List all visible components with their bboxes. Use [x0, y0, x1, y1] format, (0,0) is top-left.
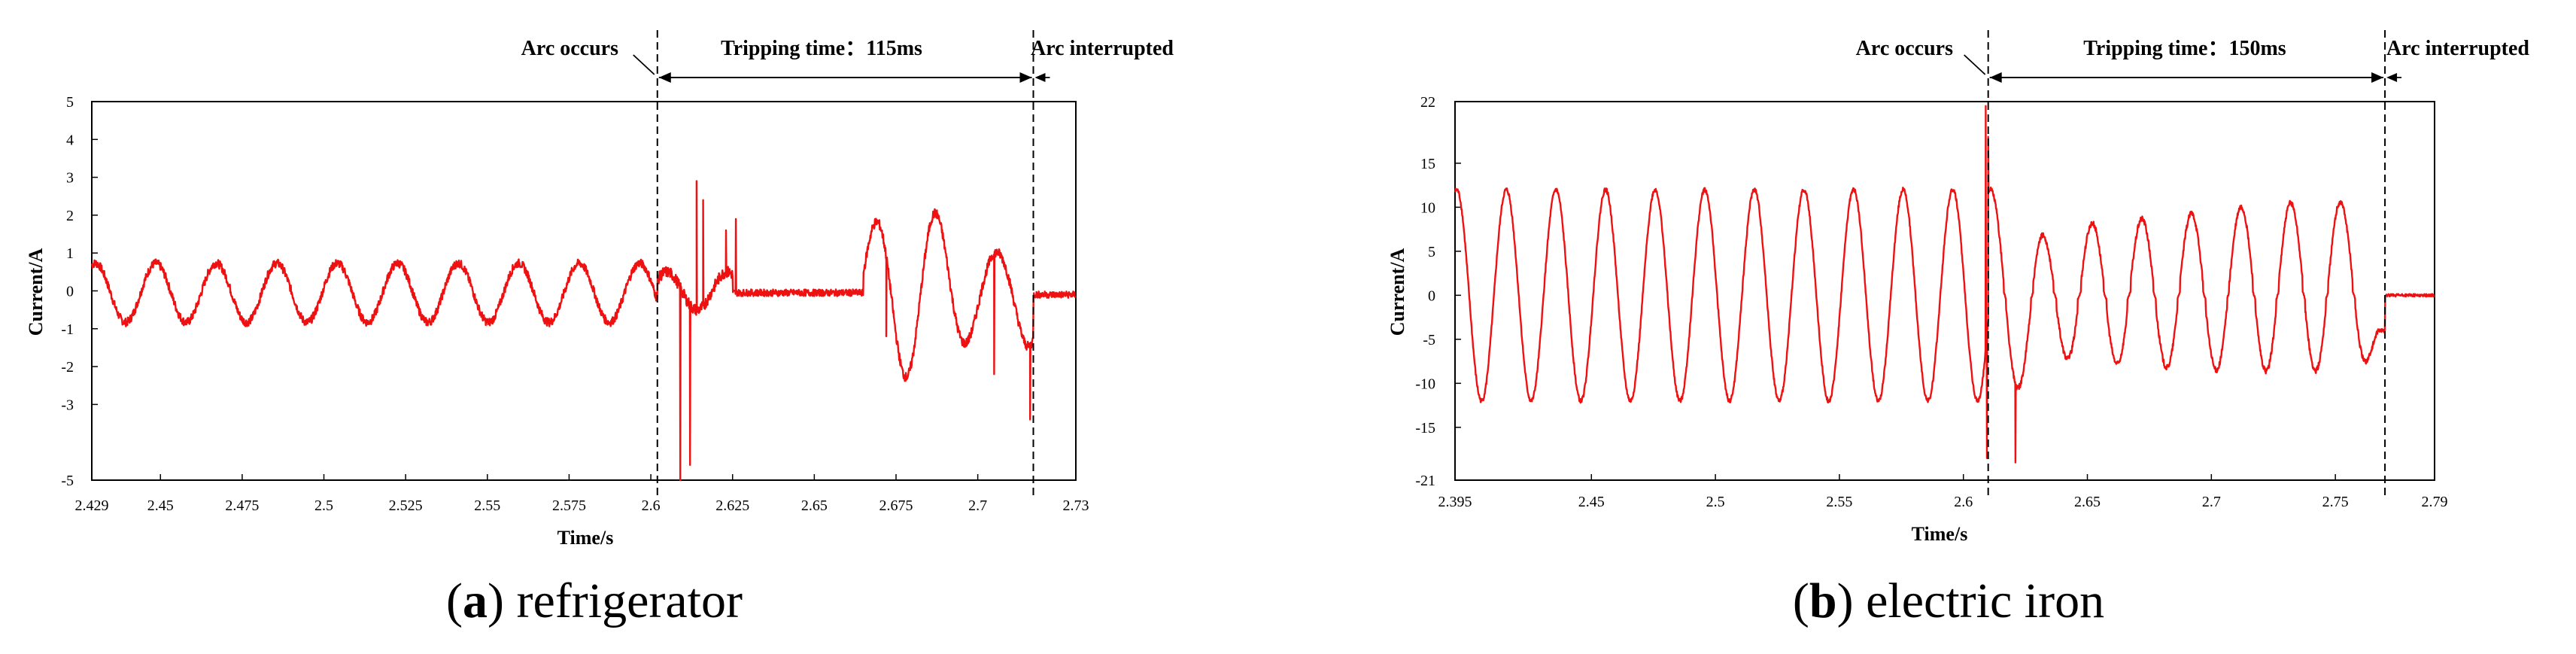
x-tick-label: 2.429 — [75, 497, 109, 514]
y-tick-label: 10 — [1420, 199, 1435, 216]
y-tick-label: -5 — [1423, 332, 1435, 348]
arc-occurs-pointer — [633, 54, 655, 75]
x-tick-label: 2.675 — [879, 497, 913, 514]
x-tick-label: 2.525 — [389, 497, 423, 514]
caption-b: (b) electric iron — [1793, 573, 2104, 628]
caption-text-a: refrigerator — [517, 573, 743, 628]
y-tick-label: 5 — [66, 94, 74, 111]
y-tick-label: 4 — [66, 132, 74, 148]
y-tick-label: -21 — [1415, 473, 1435, 489]
current-series-line — [1454, 105, 2435, 464]
arc-interrupted-label-b: Arc interrupted — [2386, 37, 2529, 60]
x-axis-title-a: Time/s — [557, 527, 614, 549]
x-tick-label: 2.45 — [1578, 494, 1605, 510]
y-tick-label: 15 — [1420, 156, 1435, 172]
x-tick-labels-a: 2.429 2.45 2.475 2.5 2.525 2.55 2.575 2.6 2.625 2… — [75, 474, 1089, 514]
y-tick-label: 1 — [66, 245, 74, 262]
arc-occurs-label-b: Arc occurs — [1856, 37, 1953, 60]
y-tick-label: -2 — [61, 359, 74, 376]
tripping-time-label-b: Tripping time：150ms — [2083, 37, 2286, 60]
arc-interrupted-label-a: Arc interrupted — [1031, 37, 1174, 60]
arc-occurs-label-a: Arc occurs — [521, 37, 618, 60]
x-tick-label: 2.79 — [2422, 494, 2448, 510]
x-tick-label: 2.5 — [1706, 494, 1725, 510]
y-tick-label: 3 — [66, 170, 74, 187]
arc-occurs-pointer — [1964, 54, 1986, 75]
y-tick-label: -5 — [61, 473, 74, 489]
x-tick-label: 2.395 — [1438, 494, 1472, 510]
y-tick-label: 5 — [1428, 244, 1435, 260]
event-markers-b — [1964, 30, 2402, 495]
caption-letter-a: a — [463, 573, 488, 628]
x-tick-label: 2.575 — [552, 497, 586, 514]
x-tick-label: 2.6 — [642, 497, 661, 514]
current-series-line — [90, 180, 1077, 482]
event-markers-a — [633, 30, 1050, 495]
x-tick-label: 2.6 — [1954, 494, 1973, 510]
x-tick-label: 2.73 — [1063, 497, 1089, 514]
y-tick-label: -15 — [1415, 420, 1435, 437]
caption-a: (a) refrigerator — [446, 573, 743, 628]
current-trace-a — [90, 180, 1077, 482]
y-tick-label: 0 — [1428, 287, 1435, 304]
current-trace-b — [1454, 105, 2435, 464]
tripping-time-label-a: Tripping time：115ms — [721, 37, 922, 60]
y-tick-label: 2 — [66, 208, 74, 224]
x-tick-label: 2.55 — [1826, 494, 1852, 510]
arrow-head-right — [2371, 72, 2384, 83]
y-axis-title-a: Current/A — [25, 248, 47, 336]
x-tick-label: 2.65 — [801, 497, 828, 514]
y-tick-labels-b: 22 15 10 5 0 -5 -10 -15 -21 — [1415, 94, 1461, 489]
x-tick-label: 2.5 — [314, 497, 333, 514]
x-tick-label: 2.55 — [474, 497, 500, 514]
caption-text-b: electric iron — [1866, 573, 2104, 628]
x-axis-title-b: Time/s — [1912, 523, 1968, 545]
x-tick-label: 2.475 — [225, 497, 259, 514]
x-tick-label: 2.7 — [968, 497, 987, 514]
arrow-head-left — [658, 72, 671, 83]
arc-interrupted-pointer-head — [2386, 73, 2398, 82]
x-tick-label: 2.75 — [2322, 494, 2349, 510]
arrow-head-left — [1989, 72, 2002, 83]
y-tick-label: 0 — [66, 284, 74, 300]
x-tick-labels-b: 2.395 2.45 2.5 2.55 2.6 2.65 2.7 2.75 2.79 — [1438, 474, 2448, 510]
x-tick-label: 2.65 — [2074, 494, 2101, 510]
y-tick-label: 22 — [1420, 94, 1435, 111]
plot-frame-a — [91, 101, 1077, 481]
y-axis-title-b: Current/A — [1387, 248, 1408, 336]
arc-interrupted-pointer-head — [1034, 73, 1046, 82]
plot-frame-b — [1454, 101, 2435, 481]
panel-refrigerator: 5 4 3 2 1 0 -1 -2 -3 -5 2.429 2.45 2.475 2.5 2.525 2.5… — [25, 30, 1174, 628]
y-tick-label: -10 — [1415, 376, 1435, 392]
caption-letter-b: b — [1809, 573, 1837, 628]
y-tick-label: -3 — [61, 397, 74, 413]
arrow-head-right — [1019, 72, 1032, 83]
y-tick-label: -1 — [61, 321, 74, 338]
x-tick-label: 2.45 — [147, 497, 174, 514]
y-tick-labels-a: 5 4 3 2 1 0 -1 -2 -3 -5 — [61, 94, 98, 489]
x-tick-label: 2.7 — [2202, 494, 2221, 510]
x-tick-label: 2.625 — [715, 497, 749, 514]
